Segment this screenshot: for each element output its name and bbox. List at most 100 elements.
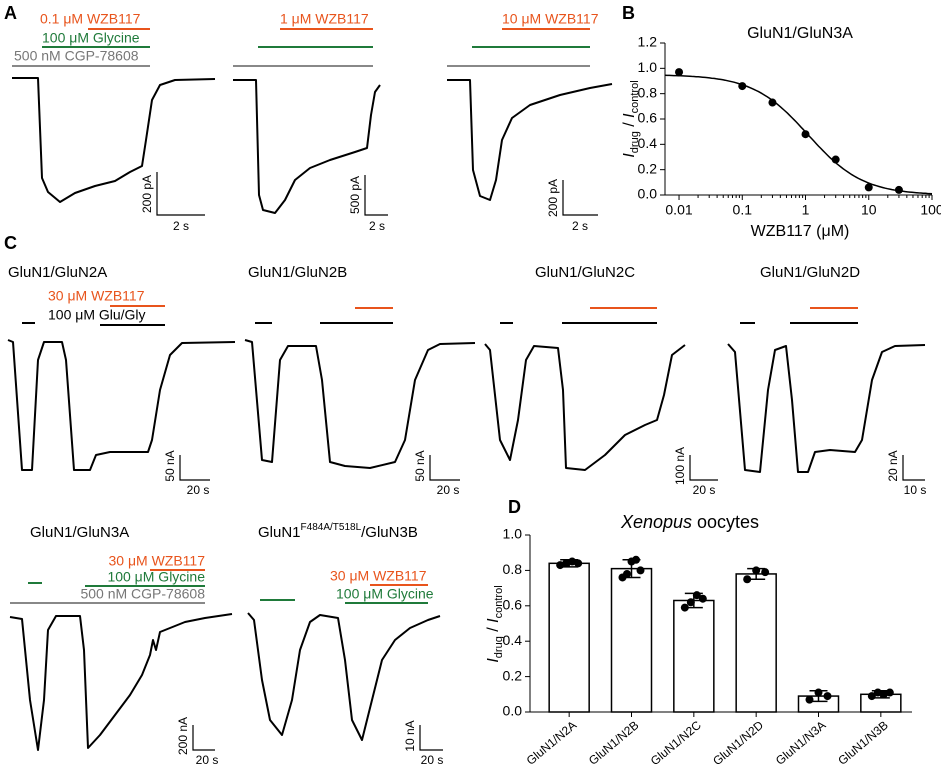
current-trace: [233, 79, 381, 214]
cgp-label: 500 nM CGP-78608: [14, 48, 139, 64]
scale-bar: [364, 175, 388, 216]
scale-bar: [192, 725, 215, 751]
scale-bar: [419, 725, 443, 751]
scale-y: 200 pA: [140, 175, 154, 213]
drug-label: 30 μM WZB117: [48, 288, 145, 304]
chart-title: GluN1/GluN3A: [747, 25, 853, 42]
y-tick-label: 0.0: [638, 186, 658, 202]
x-tick-label: GluN1/N3A: [773, 718, 829, 768]
data-point: [805, 695, 814, 704]
scale-bar: [902, 455, 925, 481]
data-point: [632, 555, 640, 564]
scale-y: 500 pA: [348, 176, 362, 214]
data-point: [801, 130, 810, 139]
panel-label: C: [4, 233, 17, 253]
current-trace: [12, 77, 216, 203]
trace-title: GluN1/GluN3A: [30, 524, 129, 541]
data-point: [894, 185, 903, 194]
data-point: [562, 559, 571, 568]
trace-title: GluN1F484A/T518L/GluN3B: [258, 522, 418, 541]
current-trace: [247, 612, 441, 741]
x-tick-label: GluN1/N2D: [710, 718, 766, 768]
scale-y: 200 pA: [546, 179, 560, 217]
data-point: [686, 598, 695, 607]
scale-bar: [562, 180, 598, 216]
trace-title: GluN1/GluN2B: [248, 264, 347, 281]
x-tick-label: 0.1: [733, 202, 753, 218]
scale-bar: [429, 455, 460, 481]
data-point: [574, 559, 583, 568]
bar: [548, 562, 590, 713]
data-point: [680, 603, 689, 612]
trace-title: GluN1/GluN2C: [535, 264, 635, 281]
glycine-label: 100 μM Glycine: [42, 30, 140, 46]
x-tick-label: GluN1/N3B: [835, 718, 891, 768]
bar: [735, 573, 777, 713]
y-tick-label: 0.0: [503, 703, 523, 719]
drug-label: 10 μM WZB117: [502, 11, 599, 27]
current-trace: [7, 339, 236, 471]
scale-y: 20 nA: [886, 450, 900, 481]
scale-bar: [179, 455, 210, 481]
scale-x: 2 s: [369, 219, 385, 233]
y-tick-label: 0.4: [503, 632, 523, 648]
data-point: [761, 568, 770, 577]
y-tick-label: 0.8: [638, 84, 658, 100]
data-point: [879, 690, 888, 699]
data-point: [698, 594, 707, 603]
data-point: [768, 98, 777, 107]
data-point: [675, 68, 684, 77]
data-point: [867, 692, 876, 701]
data-point: [864, 183, 873, 192]
data-point: [568, 557, 577, 566]
current-trace: [244, 339, 476, 469]
x-axis-label: WZB117 (μM): [751, 223, 850, 240]
chart-title: Xenopus oocytes: [620, 512, 759, 532]
data-point: [556, 561, 565, 570]
data-point: [823, 692, 832, 701]
data-point: [873, 688, 882, 697]
panel-label: A: [4, 3, 17, 23]
glycine-label: 100 μM Glycine: [107, 569, 205, 585]
drug-label: 1 μM WZB117: [280, 11, 369, 27]
scale-x: 20 s: [187, 483, 210, 497]
x-tick-label: 1: [802, 202, 810, 218]
y-tick-label: 1.0: [503, 526, 523, 542]
glycine-label: 100 μM Glycine: [336, 586, 434, 602]
data-point: [692, 591, 701, 600]
y-tick-label: 0.6: [638, 110, 658, 126]
x-tick-label: 100: [920, 202, 941, 218]
cgp-label: 500 nM CGP-78608: [80, 586, 205, 602]
drug-label: 0.1 μM WZB117: [40, 11, 141, 27]
y-tick-label: 1.0: [638, 59, 658, 75]
y-tick-label: 0.2: [503, 667, 523, 683]
agonist-label: 100 μM Glu/Gly: [48, 307, 146, 323]
scale-y: 100 nA: [673, 447, 687, 485]
scale-x: 20 s: [196, 753, 219, 767]
scale-x: 20 s: [421, 753, 444, 767]
current-trace: [484, 343, 686, 471]
x-tick-label: 10: [861, 202, 877, 218]
x-tick-label: GluN1/N2B: [586, 718, 642, 768]
scale-x: 20 s: [693, 483, 716, 497]
scale-y: 10 nA: [403, 720, 417, 751]
trace-title: GluN1/GluN2D: [760, 264, 860, 281]
data-point: [831, 155, 840, 164]
panel-label: D: [508, 497, 521, 517]
y-tick-label: 1.2: [638, 34, 658, 50]
bar: [610, 567, 653, 713]
fit-curve: [664, 74, 933, 195]
data-point: [814, 688, 823, 697]
scale-x: 2 s: [173, 219, 189, 233]
scale-x: 2 s: [572, 219, 588, 233]
scale-x: 10 s: [904, 483, 927, 497]
y-tick-label: 0.8: [503, 561, 523, 577]
x-tick-label: 0.01: [665, 202, 692, 218]
data-point: [623, 569, 631, 578]
y-axis-label: Idrug / Icontrol: [621, 80, 641, 157]
drug-label: 30 μM WZB117: [108, 553, 205, 569]
current-trace: [9, 613, 233, 751]
data-point: [752, 566, 761, 575]
trace-title: GluN1/GluN2A: [8, 264, 107, 281]
